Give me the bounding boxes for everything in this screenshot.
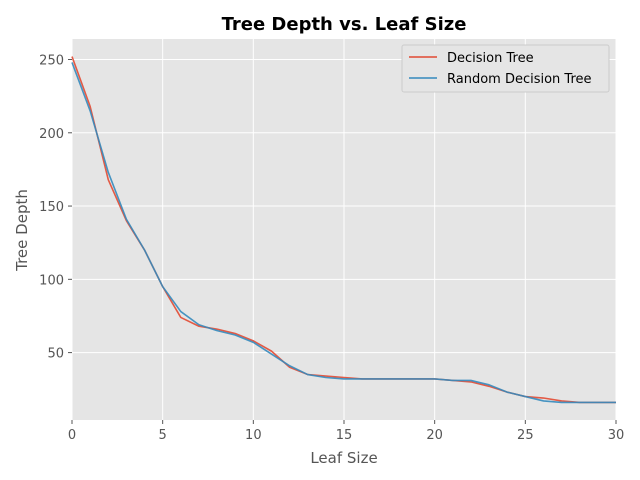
grid [71, 39, 617, 420]
y-tick-label: 200 [39, 127, 64, 142]
series-line-random-decision-tree [71, 62, 616, 404]
series-layer [71, 56, 616, 404]
y-tick-label: 50 [47, 347, 64, 362]
ticks: 0 5 10 15 20 25 30 50 100 150 200 250 [39, 54, 624, 443]
y-tick-label: 150 [39, 200, 64, 215]
x-axis-label: Leaf Size [310, 449, 377, 467]
x-tick-label: 10 [245, 428, 262, 443]
legend-box [401, 44, 610, 93]
x-tick-label: 30 [608, 428, 625, 443]
x-tick-label: 20 [426, 428, 443, 443]
y-axis-label: Tree Depth [13, 189, 31, 272]
x-tick-label: 5 [159, 428, 167, 443]
legend: Decision Tree Random Decision Tree [401, 44, 610, 93]
y-tick-label: 250 [39, 54, 64, 69]
x-tick-label: 25 [517, 428, 534, 443]
x-tick-label: 15 [336, 428, 353, 443]
x-tick-label: 0 [68, 428, 76, 443]
y-tick-label: 100 [39, 273, 64, 288]
legend-label-decision-tree: Decision Tree [447, 51, 534, 66]
chart-title: Tree Depth vs. Leaf Size [222, 14, 467, 35]
legend-label-random-decision-tree: Random Decision Tree [447, 72, 592, 87]
